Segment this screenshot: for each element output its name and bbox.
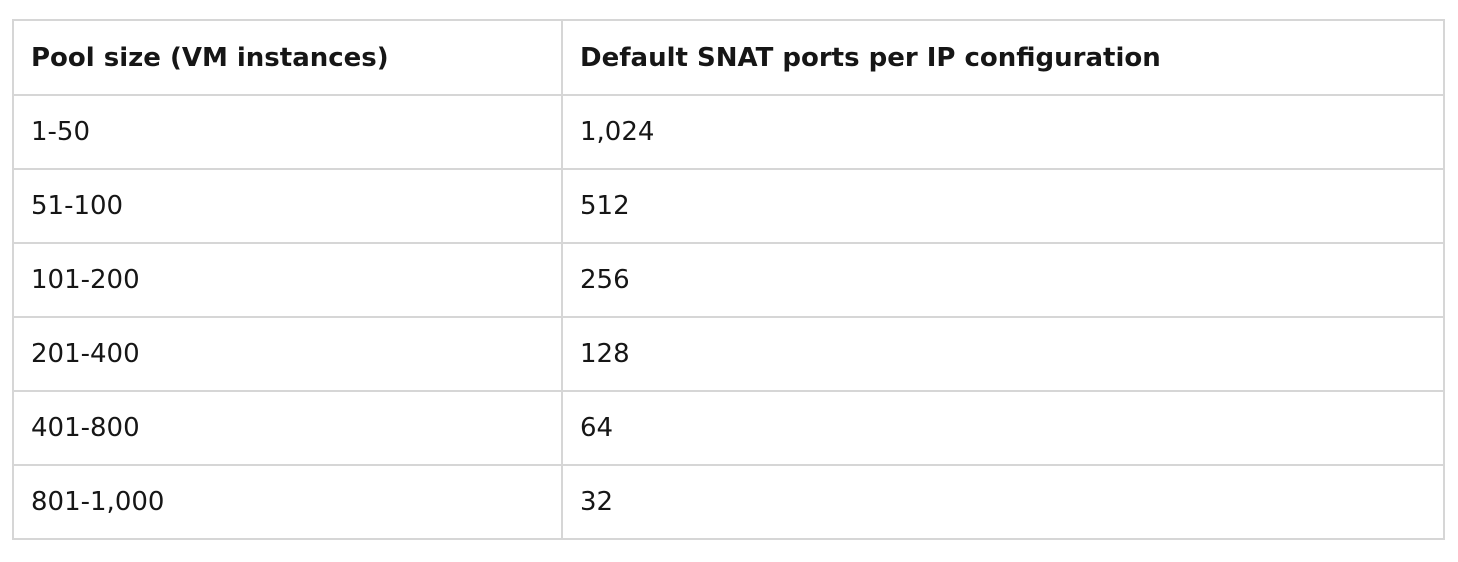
header-default-snat-ports: Default SNAT ports per IP configuration [561,19,1445,96]
table-row: 401-800 64 [12,390,1445,466]
cell-pool-size: 101-200 [12,242,563,318]
cell-snat-ports: 64 [561,390,1445,466]
cell-snat-ports: 32 [561,464,1445,540]
cell-pool-size: 201-400 [12,316,563,392]
cell-pool-size: 51-100 [12,168,563,244]
cell-snat-ports: 256 [561,242,1445,318]
table-row: 1-50 1,024 [12,94,1445,170]
cell-pool-size: 1-50 [12,94,563,170]
table-row: 101-200 256 [12,242,1445,318]
table-row: 801-1,000 32 [12,464,1445,540]
table-header-row: Pool size (VM instances) Default SNAT po… [12,19,1445,96]
cell-pool-size: 801-1,000 [12,464,563,540]
cell-snat-ports: 128 [561,316,1445,392]
cell-snat-ports: 512 [561,168,1445,244]
cell-pool-size: 401-800 [12,390,563,466]
table-row: 51-100 512 [12,168,1445,244]
snat-ports-table-container: Pool size (VM instances) Default SNAT po… [12,19,1445,540]
cell-snat-ports: 1,024 [561,94,1445,170]
header-pool-size: Pool size (VM instances) [12,19,563,96]
snat-ports-table: Pool size (VM instances) Default SNAT po… [12,19,1445,540]
table-row: 201-400 128 [12,316,1445,392]
